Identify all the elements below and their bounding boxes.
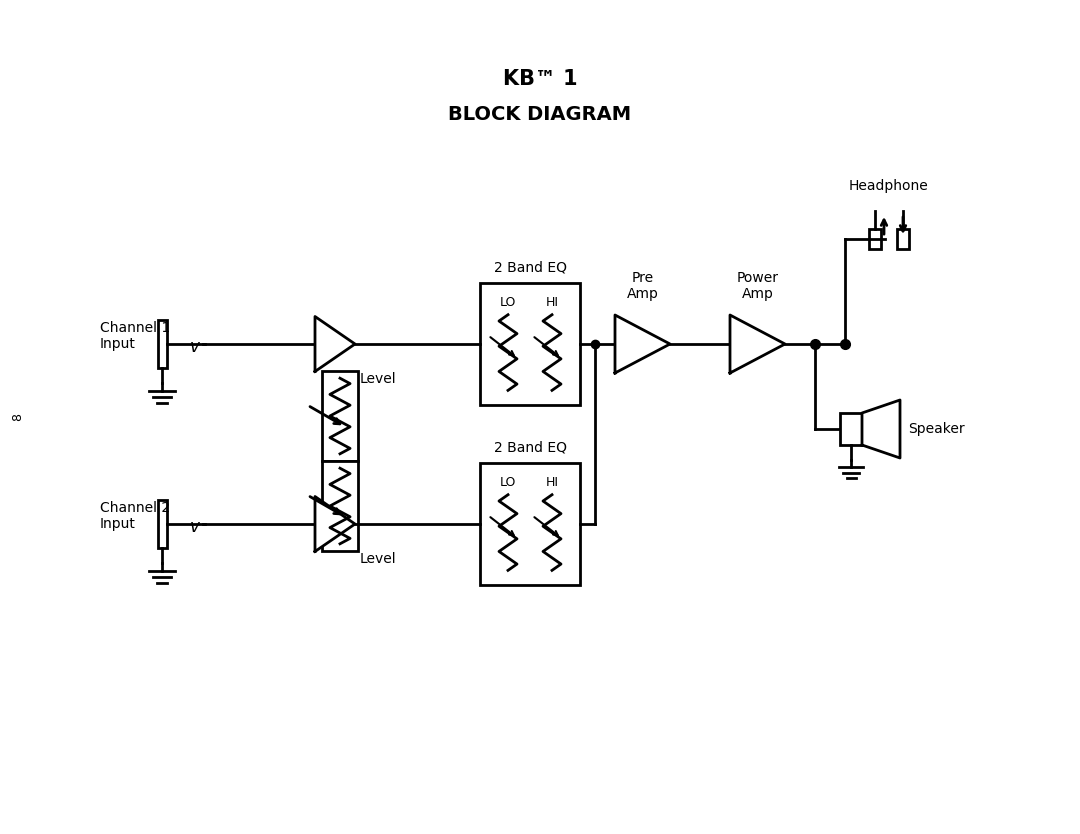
Bar bbox=[869, 229, 881, 249]
Bar bbox=[840, 413, 862, 445]
Text: BLOCK DIAGRAM: BLOCK DIAGRAM bbox=[448, 104, 632, 123]
Text: 2 Band EQ: 2 Band EQ bbox=[494, 440, 567, 454]
Text: HI: HI bbox=[545, 296, 558, 309]
Polygon shape bbox=[315, 316, 355, 371]
Text: 2 Band EQ: 2 Band EQ bbox=[494, 260, 567, 274]
Bar bbox=[322, 461, 357, 551]
Text: 8: 8 bbox=[12, 413, 25, 421]
Polygon shape bbox=[730, 315, 785, 373]
Text: v: v bbox=[190, 338, 200, 356]
Text: LO: LO bbox=[500, 476, 516, 489]
Bar bbox=[480, 463, 580, 585]
Text: Level: Level bbox=[360, 552, 396, 566]
Text: Channel 1
Input: Channel 1 Input bbox=[100, 321, 171, 351]
Text: Power
Amp: Power Amp bbox=[737, 271, 779, 301]
Text: v: v bbox=[190, 518, 200, 536]
Text: Pre
Amp: Pre Amp bbox=[626, 271, 659, 301]
Bar bbox=[158, 320, 166, 368]
Text: Channel 2
Input: Channel 2 Input bbox=[100, 501, 171, 531]
Polygon shape bbox=[862, 400, 900, 458]
Bar bbox=[480, 283, 580, 405]
Text: HI: HI bbox=[545, 476, 558, 489]
Bar bbox=[897, 229, 909, 249]
Text: LO: LO bbox=[500, 296, 516, 309]
Bar bbox=[322, 371, 357, 461]
Text: Speaker: Speaker bbox=[908, 422, 964, 436]
Text: KB™ 1: KB™ 1 bbox=[502, 69, 578, 89]
Polygon shape bbox=[615, 315, 670, 373]
Text: Level: Level bbox=[360, 372, 396, 386]
Text: Headphone: Headphone bbox=[849, 179, 929, 193]
Bar bbox=[158, 500, 166, 548]
Polygon shape bbox=[315, 496, 355, 551]
